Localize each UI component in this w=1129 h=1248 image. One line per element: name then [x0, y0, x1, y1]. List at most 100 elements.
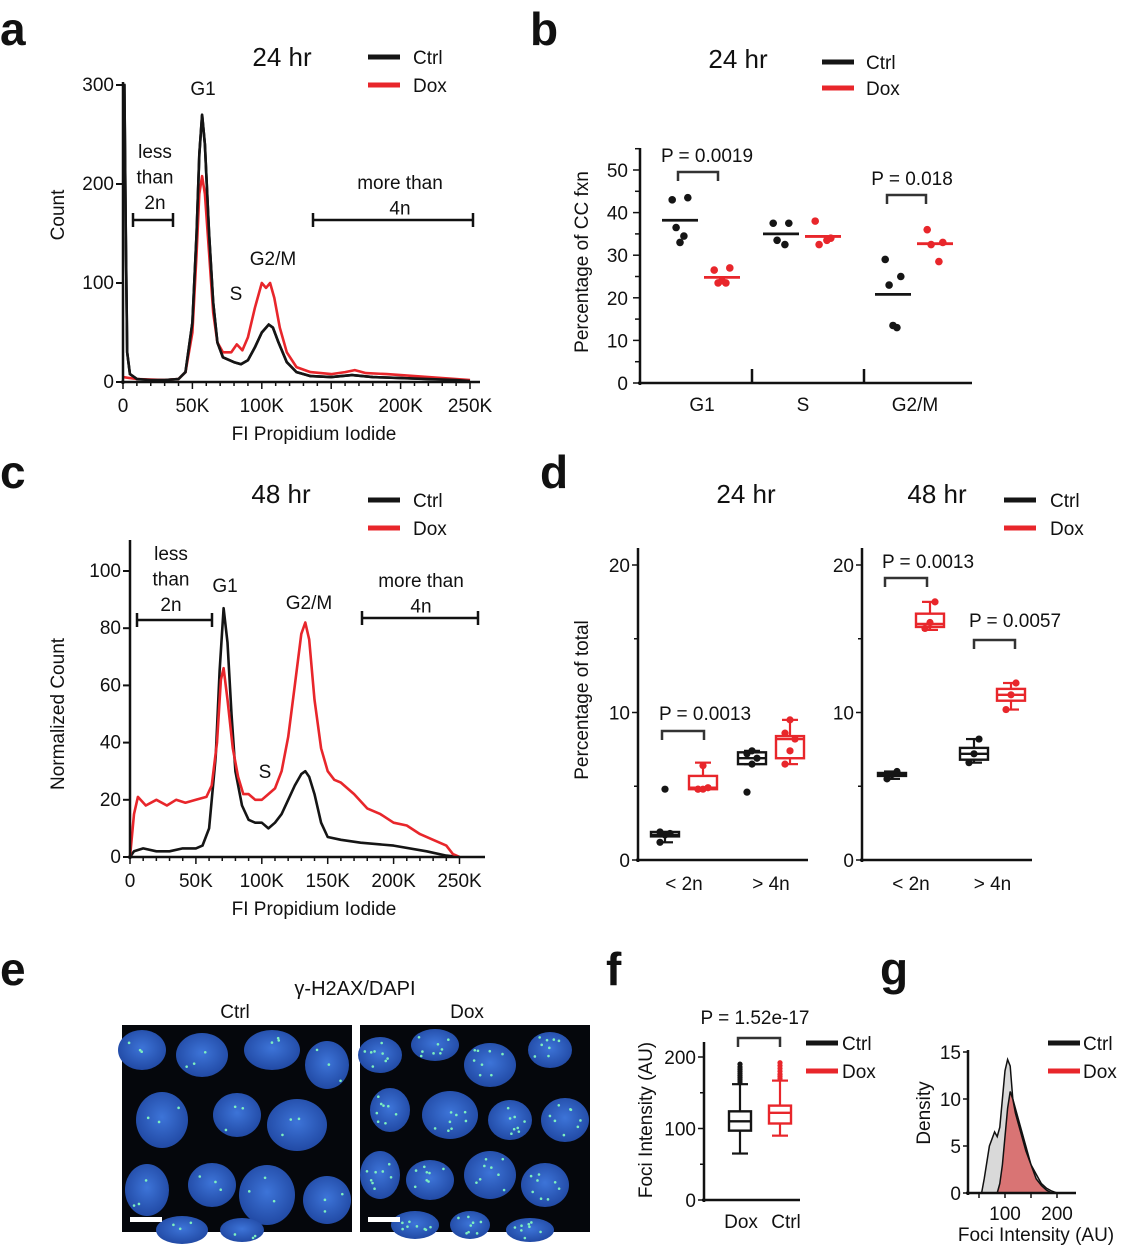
foci-dot [241, 1106, 245, 1110]
x-tick-label: > 4n [752, 874, 790, 895]
foci-dot [512, 1127, 516, 1131]
annotation-g1: G1 [190, 79, 215, 100]
foci-dot [415, 1225, 419, 1228]
foci-dot [536, 1179, 539, 1182]
foci-dot [281, 1133, 284, 1137]
significance-bracket [883, 576, 929, 587]
cell-nucleus [360, 1151, 400, 1199]
foci-dot [377, 1095, 380, 1099]
data-point-ctrl [885, 281, 893, 289]
y-axis-label: Percentage of CC fxn [572, 171, 593, 353]
foci-dot [442, 1167, 445, 1171]
y-tick-label: 80 [100, 618, 121, 639]
foci-dot [406, 1225, 409, 1228]
foci-dot [323, 1210, 327, 1213]
y-tick-label: 0 [843, 851, 854, 872]
foci-dot [557, 1039, 561, 1043]
series-line-ctrl [123, 83, 471, 383]
y-tick-label: 0 [110, 847, 121, 868]
x-tick-label: 250K [437, 871, 482, 892]
series-line-ctrl [128, 606, 460, 859]
x-axis-label: FI Propidium Iodide [232, 424, 397, 445]
foci-dot [513, 1226, 517, 1229]
foci-dot [497, 1173, 500, 1177]
boxplot-ctrl-point [970, 750, 978, 758]
y-tick-label: 20 [607, 289, 628, 310]
cell-nucleus [136, 1092, 188, 1148]
y-tick-label: 200 [82, 174, 114, 195]
y-tick-label: 60 [100, 675, 121, 696]
foci-dot [457, 1216, 460, 1220]
subplot-title: 24 hr [716, 479, 776, 509]
foci-dot [272, 1199, 276, 1203]
foci-dot [547, 1054, 550, 1058]
boxplot-ctrl-point [883, 775, 891, 783]
foci-dot [369, 1178, 373, 1182]
foci-dot [423, 1165, 426, 1169]
foci-dot [379, 1102, 383, 1106]
foci-dot [251, 1236, 255, 1240]
x-tick-label: 200 [1041, 1204, 1073, 1225]
boxplot-dox-point [1007, 691, 1015, 699]
series-line-ctrl-top [123, 83, 471, 383]
y-tick-label: 0 [103, 372, 114, 393]
y-axis-label: Density [914, 1081, 935, 1145]
foci-dot [508, 1117, 512, 1120]
cell-nucleus [239, 1165, 295, 1225]
chart-title: 48 hr [251, 479, 311, 509]
foci-dot [473, 1048, 477, 1052]
foci-dot [475, 1181, 478, 1184]
annotation-less-than-2n: less [154, 544, 188, 565]
annotation-less-than-2n: less [138, 142, 172, 163]
boxplot-ctrl-box [767, 1104, 793, 1125]
foci-dot [389, 1175, 393, 1179]
x-tick-label: 100K [240, 396, 285, 417]
foci-dot [425, 1170, 429, 1174]
boxplot-dox-point [926, 618, 934, 627]
image-panel-title: γ-H2AX/DAPI [294, 978, 415, 1000]
p-value-label: P = 0.0013 [659, 704, 751, 725]
data-point-ctrl [889, 321, 897, 330]
foci-dot [447, 1038, 450, 1042]
cell-nucleus [464, 1043, 516, 1087]
boxplot-dox-point [1002, 705, 1010, 714]
foci-dot [528, 1225, 531, 1229]
foci-dot [540, 1043, 543, 1047]
foci-dot [428, 1171, 431, 1175]
foci-dot [369, 1051, 373, 1054]
foci-dot [501, 1157, 505, 1161]
foci-dot [523, 1120, 526, 1123]
foci-dot [384, 1059, 388, 1063]
data-point-ctrl [680, 232, 688, 240]
x-tick-label: 200K [378, 396, 423, 417]
foci-dot [219, 1188, 222, 1192]
panel-label-b: b [530, 3, 558, 55]
foci-dot [157, 1120, 161, 1124]
annotation-s: S [230, 284, 243, 305]
legend-label-ctrl: Ctrl [413, 491, 443, 512]
annotation-more-than-4n: more than [357, 173, 443, 194]
foci-dot [513, 1115, 516, 1119]
boxplot-ctrl-point [656, 838, 664, 846]
panel-label-e: e [0, 943, 26, 995]
foci-dot [467, 1215, 470, 1219]
foci-dot [523, 1236, 527, 1240]
p-value-label: P = 0.0057 [969, 611, 1061, 632]
foci-dot [289, 1118, 293, 1121]
data-point-ctrl [781, 240, 789, 249]
data-point-ctrl [668, 196, 676, 204]
foci-dot [417, 1035, 421, 1039]
foci-dot [539, 1230, 542, 1234]
foci-dot [527, 1222, 531, 1226]
chart-title: 24 hr [708, 44, 768, 74]
foci-dot [373, 1050, 376, 1053]
foci-dot [455, 1113, 458, 1117]
foci-dot [419, 1054, 423, 1058]
y-tick-label: 50 [607, 161, 628, 182]
foci-dot [192, 1062, 196, 1065]
annotation-less-than-2n: 2n [160, 595, 181, 616]
y-tick-label: 10 [607, 331, 628, 352]
y-tick-label: 30 [607, 246, 628, 267]
data-point-ctrl [769, 219, 777, 228]
foci-dot [375, 1111, 379, 1115]
